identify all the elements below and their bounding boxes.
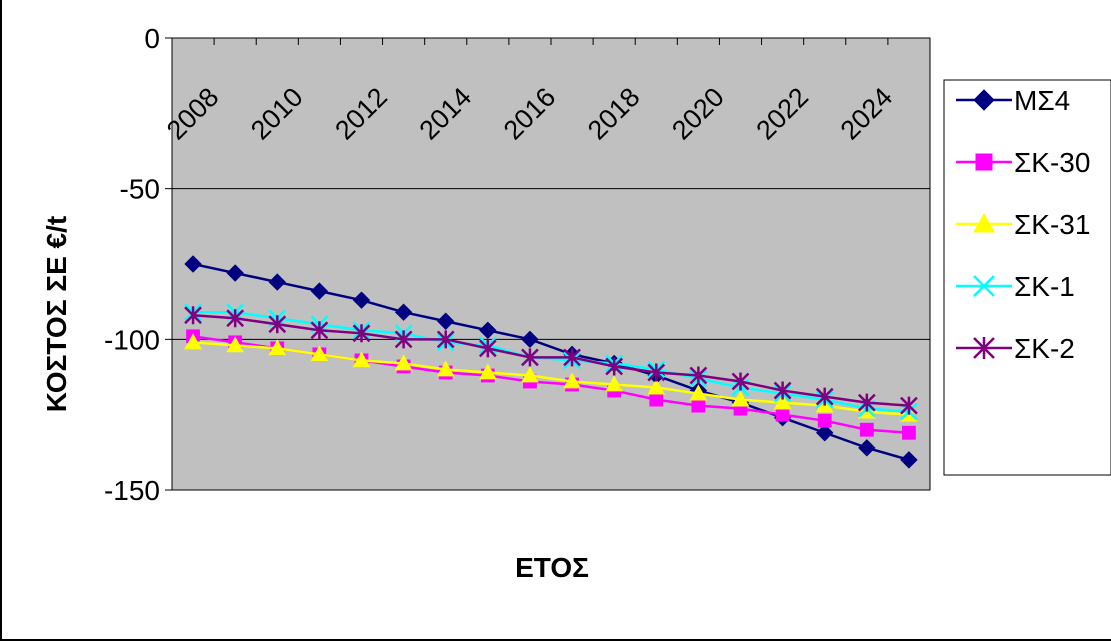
data-point <box>437 312 455 330</box>
legend-marker <box>973 89 995 111</box>
data-point <box>310 345 329 362</box>
data-point <box>857 393 876 412</box>
legend: ΜΣ4 ΣΚ-30 ΣΚ-31 ΣΚ-1 ΣΚ-2 <box>943 79 1111 476</box>
plot-area <box>171 37 931 491</box>
data-point <box>689 384 708 401</box>
y-tick-label: 0 <box>144 23 160 54</box>
data-point <box>817 413 832 428</box>
data-point <box>773 381 792 400</box>
series-ΣΚ-2 <box>184 306 918 415</box>
legend-box <box>943 79 1111 476</box>
legend-label: ΣΚ-1 <box>1014 271 1075 302</box>
legend-label: ΜΣ4 <box>1014 85 1070 116</box>
data-point <box>226 336 245 353</box>
data-point <box>352 324 371 343</box>
data-point <box>394 303 413 321</box>
data-point <box>521 330 539 349</box>
data-point <box>649 392 664 407</box>
data-point <box>563 348 581 367</box>
data-point <box>184 255 202 273</box>
data-point <box>226 309 245 328</box>
data-point <box>900 451 918 469</box>
legend-label: ΣΚ-31 <box>1014 209 1090 240</box>
data-point <box>394 330 413 349</box>
data-point <box>521 366 539 383</box>
y-axis-title: ΚΟΣΤΟΣ ΣΕ €/t <box>41 216 72 412</box>
data-point <box>226 264 244 282</box>
y-tick-label: -100 <box>104 324 160 355</box>
axes <box>171 37 931 490</box>
y-tick-labels: 0 -50 -100 -150 <box>104 23 160 506</box>
gridlines <box>165 37 930 491</box>
data-point <box>605 357 624 376</box>
data-point <box>815 387 834 406</box>
data-point <box>816 424 834 442</box>
data-point <box>773 393 792 410</box>
series-group <box>184 255 918 469</box>
y-tick-label: -150 <box>104 475 160 506</box>
data-point <box>521 348 539 367</box>
data-point <box>563 372 581 389</box>
legend-label: ΣΚ-30 <box>1014 147 1090 178</box>
data-point <box>900 396 918 415</box>
data-point <box>310 321 329 340</box>
legend-marker <box>973 212 995 233</box>
data-point <box>647 378 666 395</box>
series-ΣΚ-31 <box>184 333 918 422</box>
legend-item: ΜΣ4 <box>956 85 1070 116</box>
legend-item: ΣΚ-30 <box>956 147 1090 178</box>
series-line <box>192 313 910 407</box>
data-point <box>184 333 202 350</box>
plot-background <box>171 37 931 491</box>
data-point <box>689 366 708 385</box>
legend-marker <box>973 337 995 359</box>
legend-item: ΣΚ-1 <box>956 271 1075 302</box>
legend-item: ΣΚ-2 <box>956 333 1075 364</box>
data-point <box>352 351 371 368</box>
data-point <box>902 425 916 440</box>
x-axis-title: ΕΤΟΣ <box>515 552 589 583</box>
data-point <box>691 398 706 413</box>
y-tick-label: -50 <box>120 174 160 205</box>
data-point <box>731 372 750 391</box>
data-point <box>479 321 497 340</box>
data-point <box>647 363 666 382</box>
data-point <box>394 354 413 371</box>
legend-label: ΣΚ-2 <box>1014 333 1075 364</box>
data-point <box>268 339 287 356</box>
data-point <box>859 422 874 437</box>
data-point <box>352 291 371 309</box>
data-point <box>436 330 455 349</box>
legend-item: ΣΚ-31 <box>956 209 1090 240</box>
legend-marker <box>973 275 995 297</box>
data-point <box>858 439 876 457</box>
data-point <box>478 339 497 358</box>
data-point <box>268 273 286 291</box>
data-point <box>268 315 287 334</box>
data-point <box>184 306 202 325</box>
series-line <box>192 341 910 416</box>
data-point <box>310 282 329 300</box>
data-point <box>605 375 624 392</box>
data-point <box>478 363 497 380</box>
legend-marker <box>975 153 993 171</box>
data-point <box>436 360 455 377</box>
data-point <box>731 390 750 407</box>
data-point <box>775 407 790 422</box>
